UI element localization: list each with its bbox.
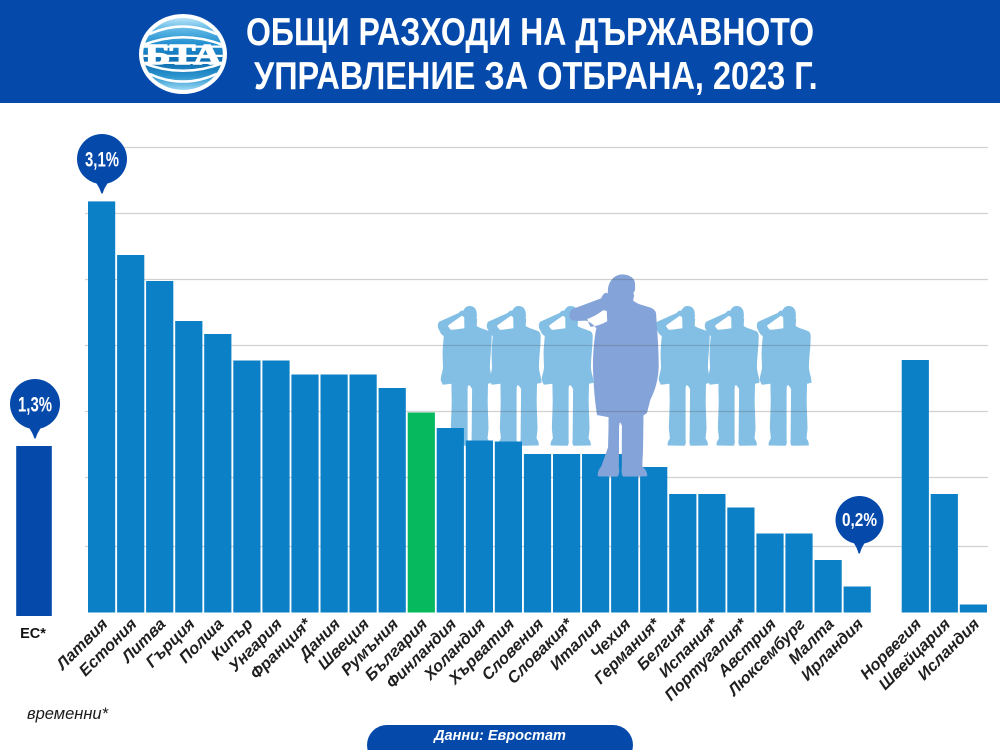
svg-text:1,3%: 1,3% <box>18 394 52 417</box>
svg-text:БТА: БТА <box>145 40 222 71</box>
svg-text:3,1%: 3,1% <box>85 149 119 172</box>
svg-text:0,2%: 0,2% <box>842 510 877 530</box>
svg-text:ЕС*: ЕС* <box>20 626 46 642</box>
